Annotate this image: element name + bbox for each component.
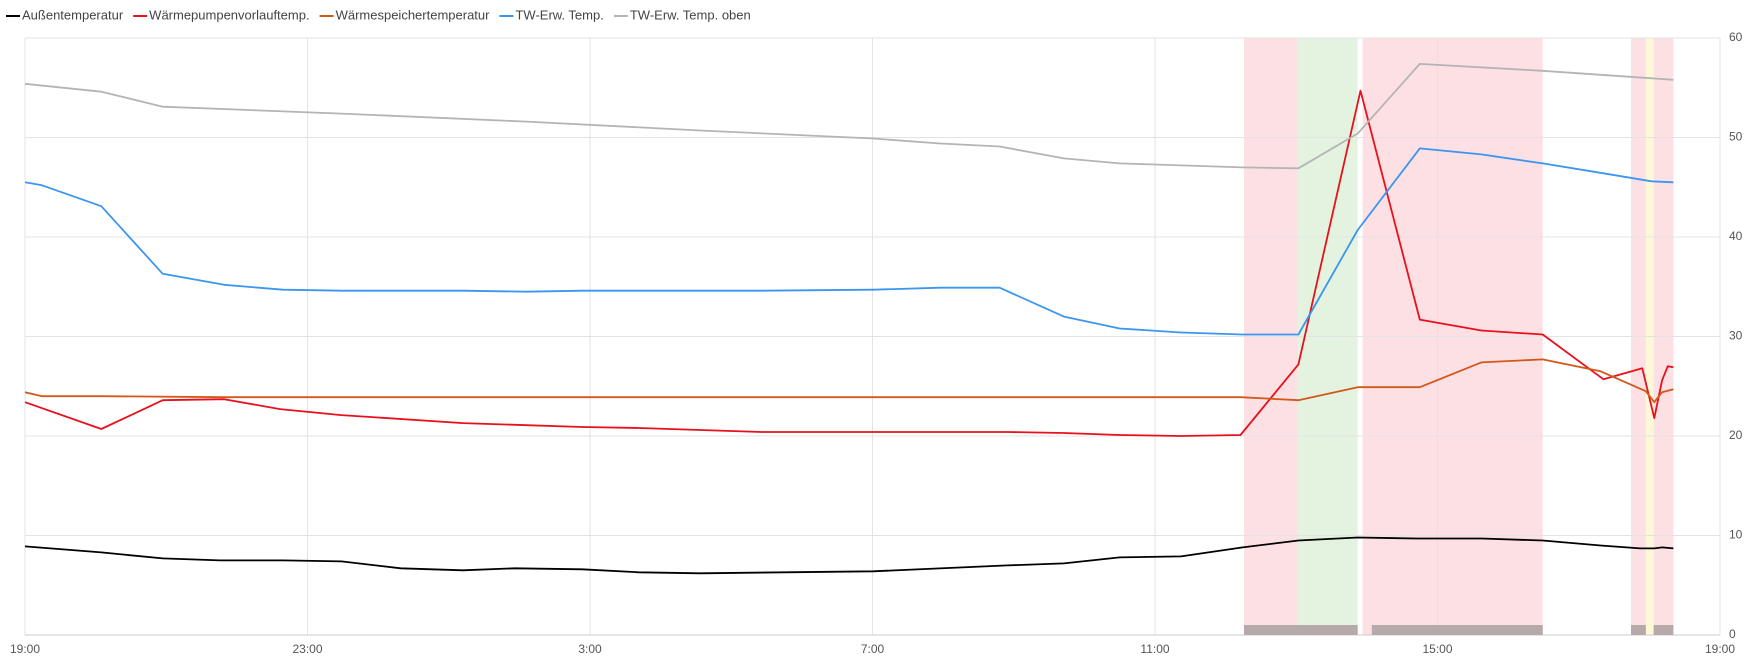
y-tick-label: 40 xyxy=(1729,229,1743,243)
series-line xyxy=(24,89,1674,437)
status-bar xyxy=(1243,625,1358,635)
y-tick-label: 50 xyxy=(1729,130,1743,144)
y-tick-label: 30 xyxy=(1729,329,1743,343)
legend-label: TW-Erw. Temp. oben xyxy=(630,7,751,22)
y-tick-label: 10 xyxy=(1729,528,1743,542)
y-tick-label: 0 xyxy=(1729,627,1736,641)
legend-label: Wärmepumpenvorlauftemp. xyxy=(149,7,309,22)
x-tick-label: 15:00 xyxy=(1422,642,1452,656)
legend-label: Außentemperatur xyxy=(22,7,124,22)
x-tick-label: 19:00 xyxy=(10,642,40,656)
x-tick-label: 23:00 xyxy=(292,642,322,656)
status-bar xyxy=(1371,625,1543,635)
x-tick-label: 3:00 xyxy=(578,642,602,656)
legend-label: TW-Erw. Temp. xyxy=(515,7,603,22)
y-tick-label: 20 xyxy=(1729,428,1743,442)
series-line xyxy=(24,147,1674,336)
x-tick-label: 7:00 xyxy=(861,642,885,656)
x-tick-label: 11:00 xyxy=(1140,642,1169,656)
status-bar xyxy=(1653,625,1674,635)
legend-label: Wärmespeichertemperatur xyxy=(336,7,491,22)
status-bar xyxy=(1631,625,1646,635)
series-line xyxy=(24,63,1674,170)
y-tick-label: 60 xyxy=(1729,30,1743,44)
legend: Außentemperatur Wärmepumpenvorlauftemp. Wä… xyxy=(6,7,751,22)
series-line xyxy=(24,358,1674,404)
series-line xyxy=(24,536,1674,575)
x-tick-label: 19:00 xyxy=(1705,642,1735,656)
